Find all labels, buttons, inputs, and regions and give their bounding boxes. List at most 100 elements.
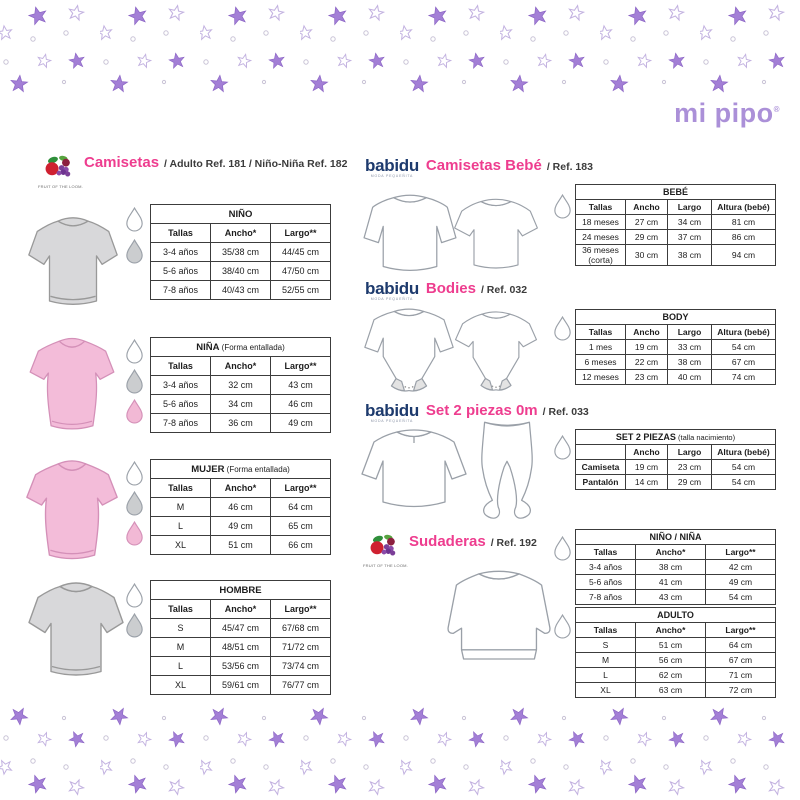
table-cell: 54 cm <box>705 589 776 605</box>
table: NIÑO Tallas Ancho* Largo** 3-4 años 35/38 cm 4… <box>150 204 331 300</box>
row-label: Pantalón <box>575 474 626 490</box>
table-cell: 14 cm <box>625 474 668 490</box>
column-header: Altura (bebé) <box>711 199 776 215</box>
table: NIÑO / NIÑA Tallas Ancho* Largo** 3-4 años 38… <box>575 529 776 605</box>
mipipo-logo: mi pipo® <box>674 98 780 128</box>
table-cell: 71 cm <box>705 667 776 683</box>
droplet-icon-white <box>554 434 571 460</box>
column-header <box>575 444 626 460</box>
star-pattern-top <box>0 0 800 98</box>
table-cell: 86 cm <box>711 229 776 245</box>
table-cell: 42 cm <box>705 559 776 575</box>
droplet-icon-white <box>554 315 571 341</box>
row-label: M <box>575 652 636 668</box>
table-cell: 74 cm <box>711 369 776 385</box>
babidu-tagline: MODA PEQUEÑITA <box>370 297 414 301</box>
section-title: Camisetas <box>84 154 160 171</box>
row-label: 1 mes <box>575 339 626 355</box>
row-label: 6 meses <box>575 354 626 370</box>
row-label: 3-4 años <box>150 242 211 262</box>
table-title: NIÑA (Forma entallada) <box>150 337 331 357</box>
column-header: Ancho <box>625 199 668 215</box>
row-label: S <box>575 637 636 653</box>
column-header: Ancho* <box>210 478 271 498</box>
table: BODY Tallas Ancho Largo Altura (bebé) 1 mes 19… <box>575 309 776 385</box>
droplet-icon-white <box>126 460 143 486</box>
table-cell: 94 cm <box>711 244 776 266</box>
tshirt-nino-image <box>28 217 118 305</box>
column-header: Altura (bebé) <box>711 324 776 340</box>
column-header: Ancho* <box>210 599 271 619</box>
row-label: XL <box>575 682 636 698</box>
table-title: ADULTO <box>575 607 776 623</box>
table-title: HOMBRE <box>150 580 331 600</box>
column-header: Largo <box>667 324 712 340</box>
table-cell: 71/72 cm <box>270 637 331 657</box>
table-cell: 32 cm <box>210 375 271 395</box>
table-title: BEBÉ <box>575 184 776 200</box>
row-label: 24 meses <box>575 229 626 245</box>
table-cell: 73/74 cm <box>270 656 331 676</box>
column-header: Largo** <box>270 478 331 498</box>
column-header: Ancho <box>625 324 668 340</box>
section-title: Sudaderas <box>409 533 486 550</box>
table: NIÑA (Forma entallada) Tallas Ancho* Largo*… <box>150 337 331 433</box>
babidu-tagline: MODA PEQUEÑITA <box>370 419 414 423</box>
row-label: 5-6 años <box>150 394 211 414</box>
table: HOMBRE Tallas Ancho* Largo** S 45/47 cm 67/68 … <box>150 580 331 695</box>
table-title: NIÑO / NIÑA <box>575 529 776 545</box>
column-header: Tallas <box>575 622 636 638</box>
section-title: Camisetas Bebé <box>425 157 542 174</box>
table-cell: 47/50 cm <box>270 261 331 281</box>
row-label: 36 meses (corta) <box>575 244 626 266</box>
table-cell: 65 cm <box>270 516 331 536</box>
table-cell: 62 cm <box>635 667 706 683</box>
column-header: Ancho* <box>210 356 271 376</box>
table-cell: 40 cm <box>667 369 712 385</box>
babidu-tagline: MODA PEQUEÑITA <box>370 174 414 178</box>
body-longsleeve-image <box>364 308 454 392</box>
table-cell: 36 cm <box>210 413 271 433</box>
tshirt-mujer-image <box>26 460 118 560</box>
table-cell: 67/68 cm <box>270 618 331 638</box>
column-header: Tallas <box>575 199 626 215</box>
section-header-camisetas: FRUIT OF THE LOOM. Camisetas / Adulto Re… <box>38 154 347 189</box>
table-cell: 72 cm <box>705 682 776 698</box>
baby-shirt-longsleeve-image <box>363 194 457 271</box>
row-label: 7-8 años <box>575 589 636 605</box>
star-pattern-bottom <box>0 702 800 800</box>
section-subtitle: / Ref. 032 <box>480 284 528 296</box>
section-title: Bodies <box>425 280 476 297</box>
row-label: 18 meses <box>575 214 626 230</box>
column-header: Ancho* <box>210 223 271 243</box>
table-title: BODY <box>575 309 776 325</box>
droplet-icon-white <box>126 338 143 364</box>
table-cell: 46 cm <box>210 497 271 517</box>
droplet-icon-gray <box>126 368 143 394</box>
column-header: Altura (bebé) <box>711 444 776 460</box>
table-cell: 27 cm <box>625 214 668 230</box>
table-cell: 59/61 cm <box>210 675 271 695</box>
droplet-icon-white <box>554 193 571 219</box>
table-cell: 37 cm <box>667 229 712 245</box>
size-table-nino-nina: NIÑO / NIÑA Tallas Ancho* Largo** 3-4 años 38… <box>575 529 776 605</box>
column-header: Tallas <box>575 324 626 340</box>
table: SET 2 PIEZAS (talla nacimiento) Ancho Larg… <box>575 429 776 490</box>
table-cell: 64 cm <box>270 497 331 517</box>
column-header: Largo <box>667 444 712 460</box>
droplet-icon-gray <box>126 490 143 516</box>
set-pants-image <box>481 421 533 519</box>
table-cell: 45/47 cm <box>210 618 271 638</box>
column-header: Ancho <box>625 444 668 460</box>
column-header: Largo** <box>270 223 331 243</box>
size-table-body: BODY Tallas Ancho Largo Altura (bebé) 1 mes 19… <box>575 309 776 385</box>
table-cell: 56 cm <box>635 652 706 668</box>
table-cell: 41 cm <box>635 574 706 590</box>
column-header: Tallas <box>150 599 211 619</box>
babidu-logo: babidu MODA PEQUEÑITA <box>365 156 419 178</box>
row-label: 12 meses <box>575 369 626 385</box>
droplet-icon-pink <box>126 520 143 546</box>
droplet-icon-gray <box>126 238 143 264</box>
table-cell: 49 cm <box>705 574 776 590</box>
